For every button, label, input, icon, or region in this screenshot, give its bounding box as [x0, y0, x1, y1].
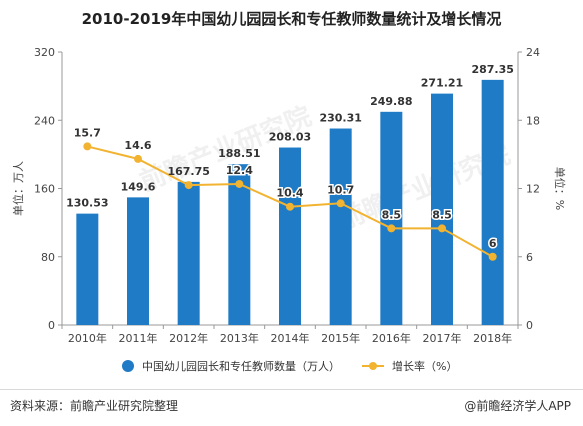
x-tick-label: 2011年	[119, 331, 158, 345]
line-point	[184, 181, 193, 190]
legend-line-marker	[369, 362, 377, 370]
right-tick-label: 12	[526, 183, 540, 196]
line-value-label: 12.4	[226, 164, 253, 177]
left-tick-label: 320	[34, 46, 55, 59]
bar-value-label: 188.51	[218, 147, 260, 160]
bar	[127, 197, 149, 325]
legend-bar-swatch	[122, 360, 134, 372]
bar-value-label: 130.53	[66, 197, 108, 210]
right-tick-label: 18	[526, 114, 540, 127]
left-tick-label: 80	[41, 251, 55, 264]
bar	[228, 164, 251, 325]
legend-line-label: 增长率（%）	[392, 359, 457, 373]
right-tick-label: 0	[526, 319, 533, 332]
line-point	[286, 202, 294, 211]
line-point	[134, 154, 142, 163]
bar	[431, 93, 453, 326]
bar-value-label: 208.03	[269, 131, 311, 144]
legend-bar-label: 中国幼儿园园长和专任教师数量（万人）	[142, 359, 340, 373]
line-point	[336, 199, 345, 208]
line-point	[438, 224, 446, 233]
combo-chart: 前瞻产业研究院 前瞻产业研究院08016024032006121824单位：万人单…	[11, 46, 567, 373]
credit-note: @前瞻经济学人APP	[464, 399, 571, 413]
chart-title: 2010-2019年中国幼儿园园长和专任教师数量统计及增长情况	[81, 10, 502, 28]
line-value-label: 14.6	[124, 139, 151, 152]
bar-value-label: 230.31	[319, 112, 361, 125]
left-tick-label: 160	[34, 183, 55, 196]
x-tick-label: 2015年	[321, 331, 360, 345]
bar	[76, 213, 99, 325]
bar-value-label: 287.35	[471, 63, 513, 76]
bar	[177, 181, 200, 325]
bar-value-label: 249.88	[370, 95, 412, 108]
line-value-label: 15.7	[74, 126, 101, 139]
left-axis-title: 单位：万人	[11, 161, 25, 216]
x-tick-label: 2014年	[271, 331, 310, 345]
x-tick-label: 2012年	[169, 331, 208, 345]
line-value-label: 10.7	[327, 183, 354, 196]
right-tick-label: 6	[526, 251, 533, 264]
left-tick-label: 0	[48, 319, 55, 332]
x-tick-label: 2017年	[423, 331, 462, 345]
line-point	[83, 142, 92, 151]
x-tick-label: 2013年	[220, 331, 259, 345]
line-point	[488, 252, 497, 261]
line-value-label: 6	[489, 237, 497, 250]
bar-value-label: 167.75	[167, 165, 209, 178]
right-tick-label: 24	[526, 46, 540, 59]
line-value-label: 10.4	[276, 187, 303, 200]
left-tick-label: 240	[34, 114, 55, 127]
x-tick-label: 2016年	[372, 331, 411, 345]
source-note: 资料来源：前瞻产业研究院整理	[10, 399, 179, 413]
bar	[481, 79, 504, 326]
line-point	[387, 224, 396, 233]
bar-value-label: 271.21	[421, 77, 463, 90]
footer-divider	[0, 389, 583, 390]
bar	[279, 147, 301, 325]
bar	[329, 128, 352, 325]
x-tick-label: 2018年	[473, 331, 512, 345]
line-value-label: 8.5	[432, 208, 452, 221]
line-point	[235, 179, 244, 188]
bar	[380, 111, 403, 325]
line-value-label: 8.5	[382, 208, 402, 221]
x-tick-label: 2010年	[68, 331, 107, 345]
bar-value-label: 149.6	[121, 180, 156, 193]
right-axis-title: 单位：%	[553, 167, 567, 210]
